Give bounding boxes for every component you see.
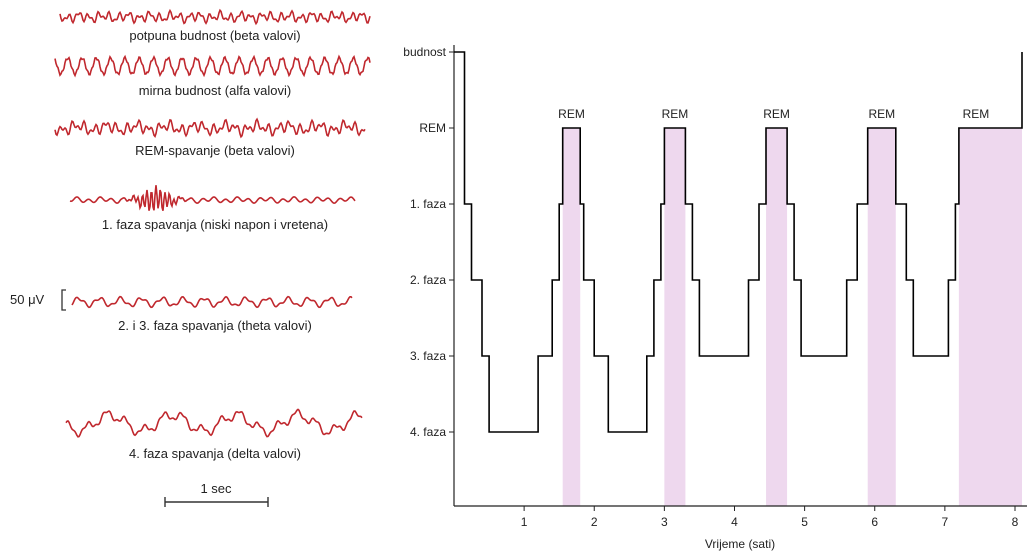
rem-band (562, 128, 581, 506)
rem-period-label: REM (868, 107, 895, 121)
eeg-label-rem: REM-spavanje (beta valovi) (135, 143, 295, 158)
rem-shading-group (562, 128, 1022, 506)
x-tick-label: 4 (731, 515, 738, 529)
x-tick-label: 2 (591, 515, 598, 529)
eeg-label-theta: 2. i 3. faza spavanja (theta valovi) (118, 318, 312, 333)
rem-period-label: REM (963, 107, 990, 121)
y-tick-label: 4. faza (410, 425, 446, 439)
rem-period-label: REM (558, 107, 585, 121)
rem-labels-group: REM REM REM REM REM (558, 107, 989, 121)
eeg-wave-rem (54, 117, 366, 139)
x-tick-label: 6 (871, 515, 878, 529)
hypnogram-chart: budnost REM 1. faza 2. faza 3. faza 4. faza 1… (403, 45, 1027, 551)
y-tick-label: 3. faza (410, 349, 446, 363)
x-axis-ticks: 1 2 3 4 5 6 7 8 (521, 506, 1019, 529)
time-scale-label: 1 sec (200, 481, 232, 496)
rem-band (867, 128, 896, 506)
eeg-wave-theta (71, 295, 353, 309)
amplitude-scale-bracket (61, 289, 66, 311)
y-tick-label: REM (419, 121, 446, 135)
eeg-label-beta: potpuna budnost (beta valovi) (129, 28, 300, 43)
x-tick-label: 5 (801, 515, 808, 529)
x-tick-label: 3 (661, 515, 668, 529)
rem-band (664, 128, 686, 506)
y-tick-label: budnost (403, 45, 446, 59)
x-tick-label: 1 (521, 515, 528, 529)
y-tick-label: 2. faza (410, 273, 446, 287)
rem-band (766, 128, 788, 506)
eeg-waves-panel: potpuna budnost (beta valovi) mirna budn… (10, 8, 371, 507)
x-axis-title: Vrijeme (sati) (705, 537, 775, 551)
rem-period-label: REM (662, 107, 689, 121)
eeg-wave-beta (59, 8, 371, 26)
eeg-label-alpha: mirna budnost (alfa valovi) (139, 83, 291, 98)
y-tick-label: 1. faza (410, 197, 446, 211)
hypnogram-line (454, 51, 1023, 433)
x-tick-label: 7 (942, 515, 949, 529)
x-tick-label: 8 (1012, 515, 1019, 529)
eeg-wave-delta (65, 408, 363, 438)
rem-period-label: REM (763, 107, 790, 121)
eeg-label-spindle: 1. faza spavanja (niski napon i vretena) (102, 217, 328, 232)
rem-band (958, 128, 1022, 506)
amplitude-scale-label: 50 μV (10, 292, 45, 307)
eeg-wave-spindle (69, 185, 356, 211)
eeg-label-delta: 4. faza spavanja (delta valovi) (129, 446, 301, 461)
y-axis-ticks: budnost REM 1. faza 2. faza 3. faza 4. faza (403, 45, 454, 439)
eeg-wave-alpha (54, 54, 371, 78)
